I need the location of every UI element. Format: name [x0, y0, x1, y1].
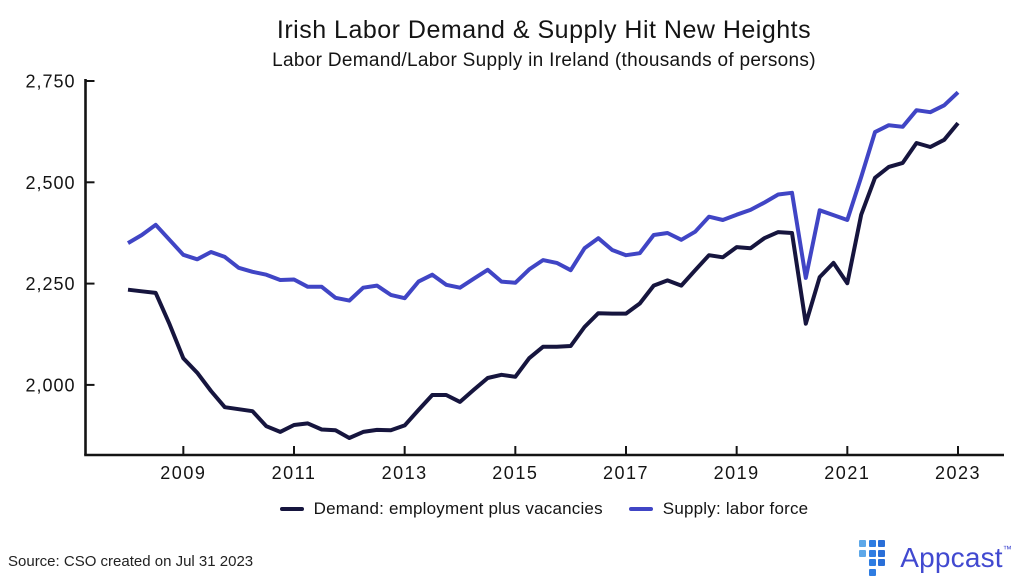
x-tick-label: 2015 [492, 463, 538, 483]
appcast-mark-square [868, 568, 876, 576]
trademark-symbol: ™ [1002, 544, 1012, 554]
chart-subtitle: Labor Demand/Labor Supply in Ireland (th… [272, 50, 816, 71]
line-chart: 2,000 2,250 2,500 2,750 2009 2011 2013 2015 2017… [25, 72, 1004, 483]
appcast-mark-square [868, 540, 876, 547]
appcast-mark-square [859, 540, 867, 547]
x-tick-label: 2013 [382, 463, 428, 483]
y-tick-label: 2,250 [25, 274, 75, 294]
appcast-logo: Appcast™ [859, 540, 1012, 576]
chart-title: Irish Labor Demand & Supply Hit New Heig… [276, 16, 812, 44]
supply-line-swatch [628, 506, 653, 512]
appcast-mark-square [878, 549, 886, 557]
demand-legend-label: Demand: employment plus vacancies [313, 499, 603, 518]
x-tick-label: 2009 [160, 463, 206, 483]
x-tick-label: 2017 [603, 463, 649, 483]
supply-legend-label: Supply: labor force [662, 499, 809, 518]
y-tick-label: 2,500 [25, 173, 75, 193]
source-note: Source: CSO created on Jul 31 2023 [8, 553, 254, 570]
appcast-mark-square [868, 559, 876, 566]
y-tick-label: 2,000 [25, 375, 75, 395]
legend-item-demand: Demand: employment plus vacancies [279, 499, 603, 519]
legend-item-supply: Supply: labor force [628, 499, 809, 519]
appcast-mark-square [868, 549, 876, 557]
demand-line-swatch [279, 506, 304, 512]
x-tick-label: 2021 [824, 463, 870, 483]
appcast-mark-square [859, 549, 867, 557]
chart-legend: Demand: employment plus vacancies Supply… [64, 499, 1024, 519]
appcast-wordmark-text: Appcast [900, 542, 1003, 573]
x-tick-label: 2019 [714, 463, 760, 483]
y-tick-label: 2,750 [25, 72, 75, 92]
appcast-wordmark: Appcast™ [900, 542, 1012, 574]
appcast-mark-square [878, 540, 886, 547]
x-tick-label: 2011 [272, 463, 317, 483]
chart-header: Irish Labor Demand & Supply Hit New Heig… [64, 16, 1024, 72]
x-tick-label: 2023 [935, 463, 981, 483]
supply-line [126, 90, 960, 303]
demand-line [127, 121, 960, 440]
appcast-mark-square [878, 559, 886, 566]
appcast-mark-icon [859, 540, 891, 576]
